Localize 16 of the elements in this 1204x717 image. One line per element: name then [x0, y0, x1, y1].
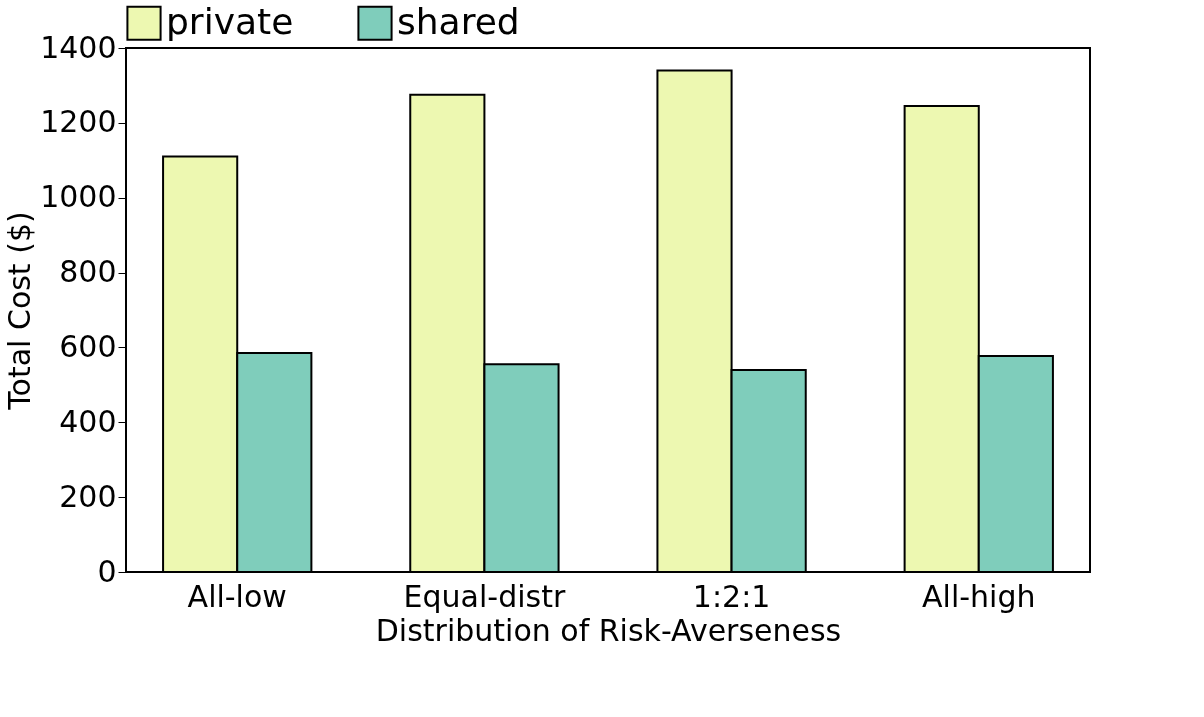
y-tick-label: 0	[97, 553, 117, 589]
legend-label: shared	[397, 1, 520, 43]
y-tick-label: 400	[59, 403, 117, 439]
legend-label: private	[166, 1, 294, 43]
y-tick-label: 600	[59, 328, 117, 364]
y-tick-label: 1400	[40, 29, 117, 65]
x-axis-title: Distribution of Risk-Averseness	[375, 612, 842, 648]
x-tick-label: 1:2:1	[692, 578, 771, 614]
x-tick-label: All-high	[922, 578, 1036, 614]
x-tick-label: Equal-distr	[403, 578, 566, 614]
y-tick-label: 1200	[40, 104, 117, 140]
x-tick-label: All-low	[187, 578, 287, 614]
y-tick-label: 1000	[40, 179, 117, 215]
y-tick-label: 800	[59, 254, 117, 290]
y-tick-label: 200	[59, 478, 117, 514]
y-axis-title: Total Cost ($)	[2, 211, 38, 411]
